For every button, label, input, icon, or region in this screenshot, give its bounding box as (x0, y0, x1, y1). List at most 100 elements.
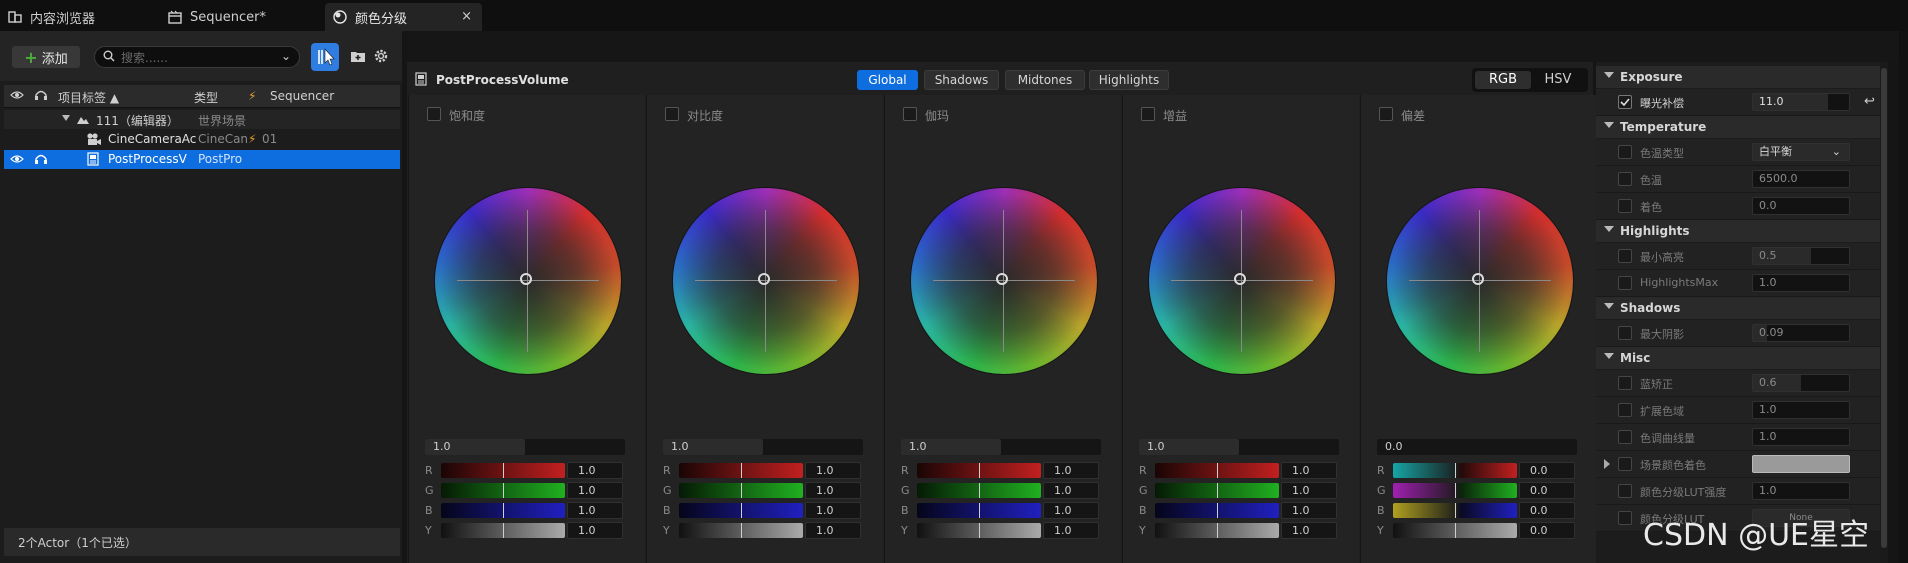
lut-asset-picker[interactable]: None (1752, 509, 1850, 527)
channel-slider-y[interactable]: Y 1.0 (425, 522, 625, 540)
channel-value[interactable]: 1.0 (1281, 482, 1337, 499)
tab-shadows[interactable]: Shadows (924, 70, 999, 90)
channel-slider-y[interactable]: Y 0.0 (1377, 522, 1577, 540)
override-checkbox[interactable] (1618, 326, 1632, 340)
color-wheel[interactable] (435, 188, 621, 374)
chevron-down-icon[interactable] (1604, 122, 1614, 128)
channel-slider-y[interactable]: Y 1.0 (1139, 522, 1339, 540)
details-section-header[interactable]: Shadows (1596, 297, 1888, 319)
column-enable-checkbox[interactable] (427, 107, 441, 121)
details-section-header[interactable]: Highlights (1596, 220, 1888, 242)
table-row[interactable]: CineCameraAc CineCan ⚡ 01 (4, 130, 400, 149)
channel-value[interactable]: 1.0 (1281, 462, 1337, 479)
channel-slider-g[interactable]: G 1.0 (425, 482, 625, 500)
eye-icon[interactable] (10, 89, 24, 104)
override-checkbox[interactable] (1618, 457, 1632, 471)
check-icon[interactable] (1618, 95, 1632, 109)
column-label[interactable]: 项目标签 ▲ (58, 91, 120, 105)
channel-value[interactable]: 1.0 (805, 482, 861, 499)
channel-value[interactable]: 1.0 (1281, 522, 1337, 539)
channel-value[interactable]: 1.0 (1281, 502, 1337, 519)
column-enable-checkbox[interactable] (903, 107, 917, 121)
override-checkbox[interactable] (1618, 403, 1632, 417)
details-scrollbar[interactable] (1880, 62, 1888, 563)
wheel-handle[interactable] (996, 273, 1008, 285)
wheel-handle[interactable] (1472, 273, 1484, 285)
details-section-header[interactable]: Exposure (1596, 66, 1888, 88)
value-field[interactable]: 1.0 (1752, 274, 1850, 292)
tab-global[interactable]: Global (857, 70, 918, 90)
mode-hsv[interactable]: HSV (1544, 72, 1572, 87)
channel-slider-b[interactable]: B 1.0 (663, 502, 863, 520)
override-checkbox[interactable] (1618, 199, 1632, 213)
channel-value[interactable]: 1.0 (1043, 502, 1099, 519)
master-slider[interactable]: 1.0 (425, 439, 625, 455)
chevron-down-icon[interactable] (1604, 303, 1614, 309)
channel-slider-b[interactable]: B 1.0 (901, 502, 1101, 520)
override-checkbox[interactable] (1618, 484, 1632, 498)
channel-value[interactable]: 0.0 (1519, 502, 1575, 519)
channel-value[interactable]: 1.0 (805, 522, 861, 539)
override-checkbox[interactable] (1618, 430, 1632, 444)
gear-icon[interactable] (373, 48, 389, 67)
color-wheel[interactable] (911, 188, 1097, 374)
override-checkbox[interactable] (1618, 276, 1632, 290)
value-field[interactable]: 1.0 (1752, 482, 1850, 500)
eye-icon[interactable] (10, 153, 24, 168)
channel-slider-r[interactable]: R 1.0 (901, 462, 1101, 480)
value-field[interactable]: 6500.0 (1752, 170, 1850, 188)
scene-color-tint-swatch[interactable] (1752, 455, 1850, 473)
column-enable-checkbox[interactable] (665, 107, 679, 121)
channel-value[interactable]: 1.0 (567, 462, 623, 479)
channel-value[interactable]: 0.0 (1519, 482, 1575, 499)
value-field[interactable]: 0.0 (1752, 197, 1850, 215)
channel-value[interactable]: 1.0 (567, 522, 623, 539)
tab-color-grading[interactable]: 颜色分级 × (325, 3, 482, 31)
chevron-down-icon[interactable] (1604, 353, 1614, 359)
channel-slider-y[interactable]: Y 1.0 (663, 522, 863, 540)
override-checkbox[interactable] (1618, 376, 1632, 390)
value-field[interactable]: 11.0 (1752, 93, 1850, 111)
color-wheel[interactable] (1387, 188, 1573, 374)
channel-value[interactable]: 1.0 (1043, 522, 1099, 539)
override-checkbox[interactable] (1618, 172, 1632, 186)
override-checkbox[interactable] (1618, 511, 1632, 525)
table-row[interactable]: 111（编辑器） 世界场景 (4, 110, 400, 129)
value-field[interactable]: 0.6 (1752, 374, 1850, 392)
column-enable-checkbox[interactable] (1141, 107, 1155, 121)
master-slider[interactable]: 1.0 (901, 439, 1101, 455)
channel-slider-g[interactable]: G 1.0 (663, 482, 863, 500)
headphones-icon[interactable] (34, 153, 48, 168)
color-wheel[interactable] (1149, 188, 1335, 374)
channel-slider-r[interactable]: R 1.0 (425, 462, 625, 480)
chevron-down-icon[interactable] (1604, 226, 1614, 232)
chevron-down-icon[interactable] (1604, 72, 1614, 78)
headphones-icon[interactable] (34, 89, 48, 104)
channel-value[interactable]: 1.0 (805, 462, 861, 479)
scrollbar-thumb[interactable] (1881, 68, 1887, 548)
wheel-handle[interactable] (1234, 273, 1246, 285)
chevron-down-icon[interactable] (62, 115, 70, 121)
channel-value[interactable]: 1.0 (567, 482, 623, 499)
override-checkbox[interactable] (1618, 249, 1632, 263)
color-wheel[interactable] (673, 188, 859, 374)
channel-slider-r[interactable]: R 0.0 (1377, 462, 1577, 480)
value-field[interactable]: 0.5 (1752, 247, 1850, 265)
value-field[interactable]: 1.0 (1752, 401, 1850, 419)
channel-slider-r[interactable]: R 1.0 (663, 462, 863, 480)
override-checkbox[interactable] (1618, 145, 1632, 159)
channel-slider-b[interactable]: B 0.0 (1377, 502, 1577, 520)
tab-content-browser[interactable]: 内容浏览器 (0, 3, 160, 31)
column-type[interactable]: 类型 (194, 91, 219, 105)
channel-slider-y[interactable]: Y 1.0 (901, 522, 1101, 540)
channel-slider-g[interactable]: G 1.0 (901, 482, 1101, 500)
value-field[interactable]: 1.0 (1752, 428, 1850, 446)
details-section-header[interactable]: Temperature (1596, 116, 1888, 138)
close-icon[interactable]: × (461, 9, 472, 24)
master-slider[interactable]: 1.0 (1139, 439, 1339, 455)
chevron-right-icon[interactable] (1604, 459, 1610, 469)
channel-value[interactable]: 1.0 (1043, 482, 1099, 499)
chevron-down-icon[interactable]: ⌄ (280, 49, 291, 63)
add-button[interactable]: + 添加 (12, 46, 80, 68)
value-field[interactable]: 0.09 (1752, 324, 1850, 342)
